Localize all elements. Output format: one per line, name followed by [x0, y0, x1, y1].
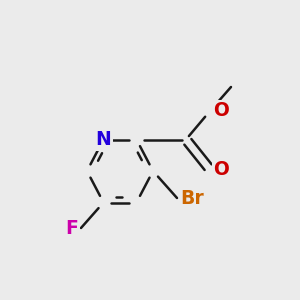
Text: N: N [96, 130, 111, 149]
Text: F: F [65, 218, 78, 238]
Text: O: O [213, 101, 229, 121]
Text: O: O [213, 160, 229, 179]
Text: Br: Br [180, 188, 204, 208]
